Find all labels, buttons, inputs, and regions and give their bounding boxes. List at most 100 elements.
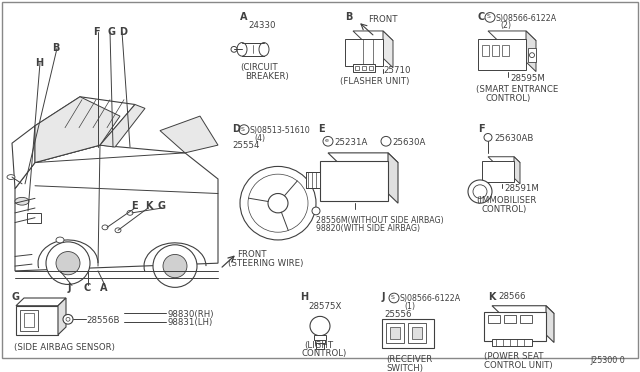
Ellipse shape bbox=[15, 198, 29, 205]
Circle shape bbox=[66, 317, 70, 321]
Text: S: S bbox=[241, 127, 245, 132]
Bar bbox=[408, 323, 426, 343]
Ellipse shape bbox=[56, 237, 64, 243]
Circle shape bbox=[323, 137, 333, 146]
Bar bbox=[369, 66, 373, 70]
Text: S)08566-6122A: S)08566-6122A bbox=[496, 13, 557, 23]
Text: (POWER SEAT: (POWER SEAT bbox=[484, 352, 543, 361]
Text: G: G bbox=[107, 27, 115, 37]
Bar bbox=[528, 48, 536, 62]
Text: B: B bbox=[345, 12, 353, 22]
Bar bbox=[242, 42, 264, 56]
Ellipse shape bbox=[529, 53, 534, 58]
Text: 28595M: 28595M bbox=[510, 74, 545, 83]
Text: G: G bbox=[12, 292, 20, 302]
Bar bbox=[386, 323, 404, 343]
Text: 28556M(WITHOUT SIDE AIRBAG): 28556M(WITHOUT SIDE AIRBAG) bbox=[316, 216, 444, 225]
Text: F: F bbox=[478, 124, 484, 134]
Text: 98820(WITH SIDE AIRBAG): 98820(WITH SIDE AIRBAG) bbox=[316, 224, 420, 234]
Circle shape bbox=[484, 134, 492, 141]
Polygon shape bbox=[514, 157, 520, 184]
Text: J: J bbox=[68, 283, 72, 294]
Bar bbox=[362, 66, 366, 70]
Text: (1): (1) bbox=[404, 302, 415, 311]
Bar bbox=[492, 45, 499, 56]
Polygon shape bbox=[58, 298, 66, 335]
Text: 28556B: 28556B bbox=[86, 316, 120, 326]
Polygon shape bbox=[12, 126, 35, 189]
Polygon shape bbox=[320, 161, 388, 201]
Polygon shape bbox=[160, 116, 218, 153]
Circle shape bbox=[485, 13, 495, 22]
Polygon shape bbox=[482, 161, 514, 182]
Text: H: H bbox=[35, 58, 43, 68]
Text: D: D bbox=[232, 124, 240, 134]
Ellipse shape bbox=[102, 225, 108, 230]
Bar bbox=[502, 45, 509, 56]
Text: 28575X: 28575X bbox=[308, 302, 341, 311]
Text: FRONT: FRONT bbox=[368, 16, 397, 25]
Text: CONTROL UNIT): CONTROL UNIT) bbox=[484, 361, 552, 370]
Text: J25300 0: J25300 0 bbox=[590, 356, 625, 365]
Polygon shape bbox=[345, 39, 383, 66]
Polygon shape bbox=[16, 306, 58, 335]
Text: S: S bbox=[391, 295, 395, 300]
Text: B: B bbox=[52, 42, 60, 52]
Text: S: S bbox=[487, 13, 491, 19]
Circle shape bbox=[389, 293, 399, 303]
Circle shape bbox=[309, 180, 317, 188]
Bar bbox=[353, 64, 375, 71]
Ellipse shape bbox=[7, 174, 15, 179]
Bar bbox=[492, 339, 532, 346]
Bar bbox=[488, 315, 500, 323]
Bar bbox=[520, 315, 532, 323]
Bar bbox=[27, 213, 41, 222]
Polygon shape bbox=[15, 145, 218, 271]
Text: A: A bbox=[100, 283, 108, 294]
Text: 98831(LH): 98831(LH) bbox=[168, 318, 213, 327]
Text: (LIGHT: (LIGHT bbox=[304, 341, 333, 350]
Text: K: K bbox=[488, 292, 495, 302]
Circle shape bbox=[248, 174, 308, 232]
Polygon shape bbox=[35, 97, 120, 163]
Bar bbox=[306, 172, 320, 188]
Bar bbox=[355, 66, 359, 70]
Circle shape bbox=[468, 180, 492, 203]
Text: E: E bbox=[318, 124, 324, 134]
Text: F: F bbox=[93, 27, 100, 37]
Text: (RECEIVER: (RECEIVER bbox=[386, 355, 432, 364]
Polygon shape bbox=[353, 31, 393, 41]
Text: (IMMOBILISER: (IMMOBILISER bbox=[476, 196, 536, 205]
Bar bbox=[24, 314, 34, 327]
Text: C: C bbox=[478, 12, 485, 22]
Text: 24330: 24330 bbox=[248, 21, 275, 30]
Ellipse shape bbox=[127, 211, 133, 215]
Ellipse shape bbox=[115, 228, 121, 233]
Text: (SIDE AIRBAG SENSOR): (SIDE AIRBAG SENSOR) bbox=[14, 343, 115, 352]
Text: (4): (4) bbox=[254, 134, 265, 142]
Text: 28566: 28566 bbox=[498, 292, 525, 301]
Circle shape bbox=[63, 314, 73, 324]
Text: G: G bbox=[158, 201, 166, 211]
Text: C: C bbox=[84, 283, 92, 294]
Text: E: E bbox=[131, 201, 138, 211]
Polygon shape bbox=[100, 105, 145, 147]
Bar bbox=[482, 45, 489, 56]
Text: 25710: 25710 bbox=[383, 66, 410, 75]
Bar bbox=[412, 327, 422, 339]
Text: CONTROL): CONTROL) bbox=[301, 349, 346, 358]
Polygon shape bbox=[383, 31, 393, 68]
Text: FRONT: FRONT bbox=[237, 250, 266, 259]
Text: 25556: 25556 bbox=[384, 310, 412, 318]
Bar bbox=[390, 327, 400, 339]
Polygon shape bbox=[488, 31, 536, 41]
Circle shape bbox=[381, 137, 391, 146]
Text: 25630A: 25630A bbox=[392, 138, 426, 147]
Bar bbox=[314, 335, 326, 340]
Text: (CIRCUIT: (CIRCUIT bbox=[240, 63, 278, 72]
Polygon shape bbox=[328, 153, 398, 163]
Circle shape bbox=[231, 46, 237, 52]
Circle shape bbox=[310, 316, 330, 336]
Polygon shape bbox=[478, 39, 526, 70]
Circle shape bbox=[239, 125, 249, 135]
